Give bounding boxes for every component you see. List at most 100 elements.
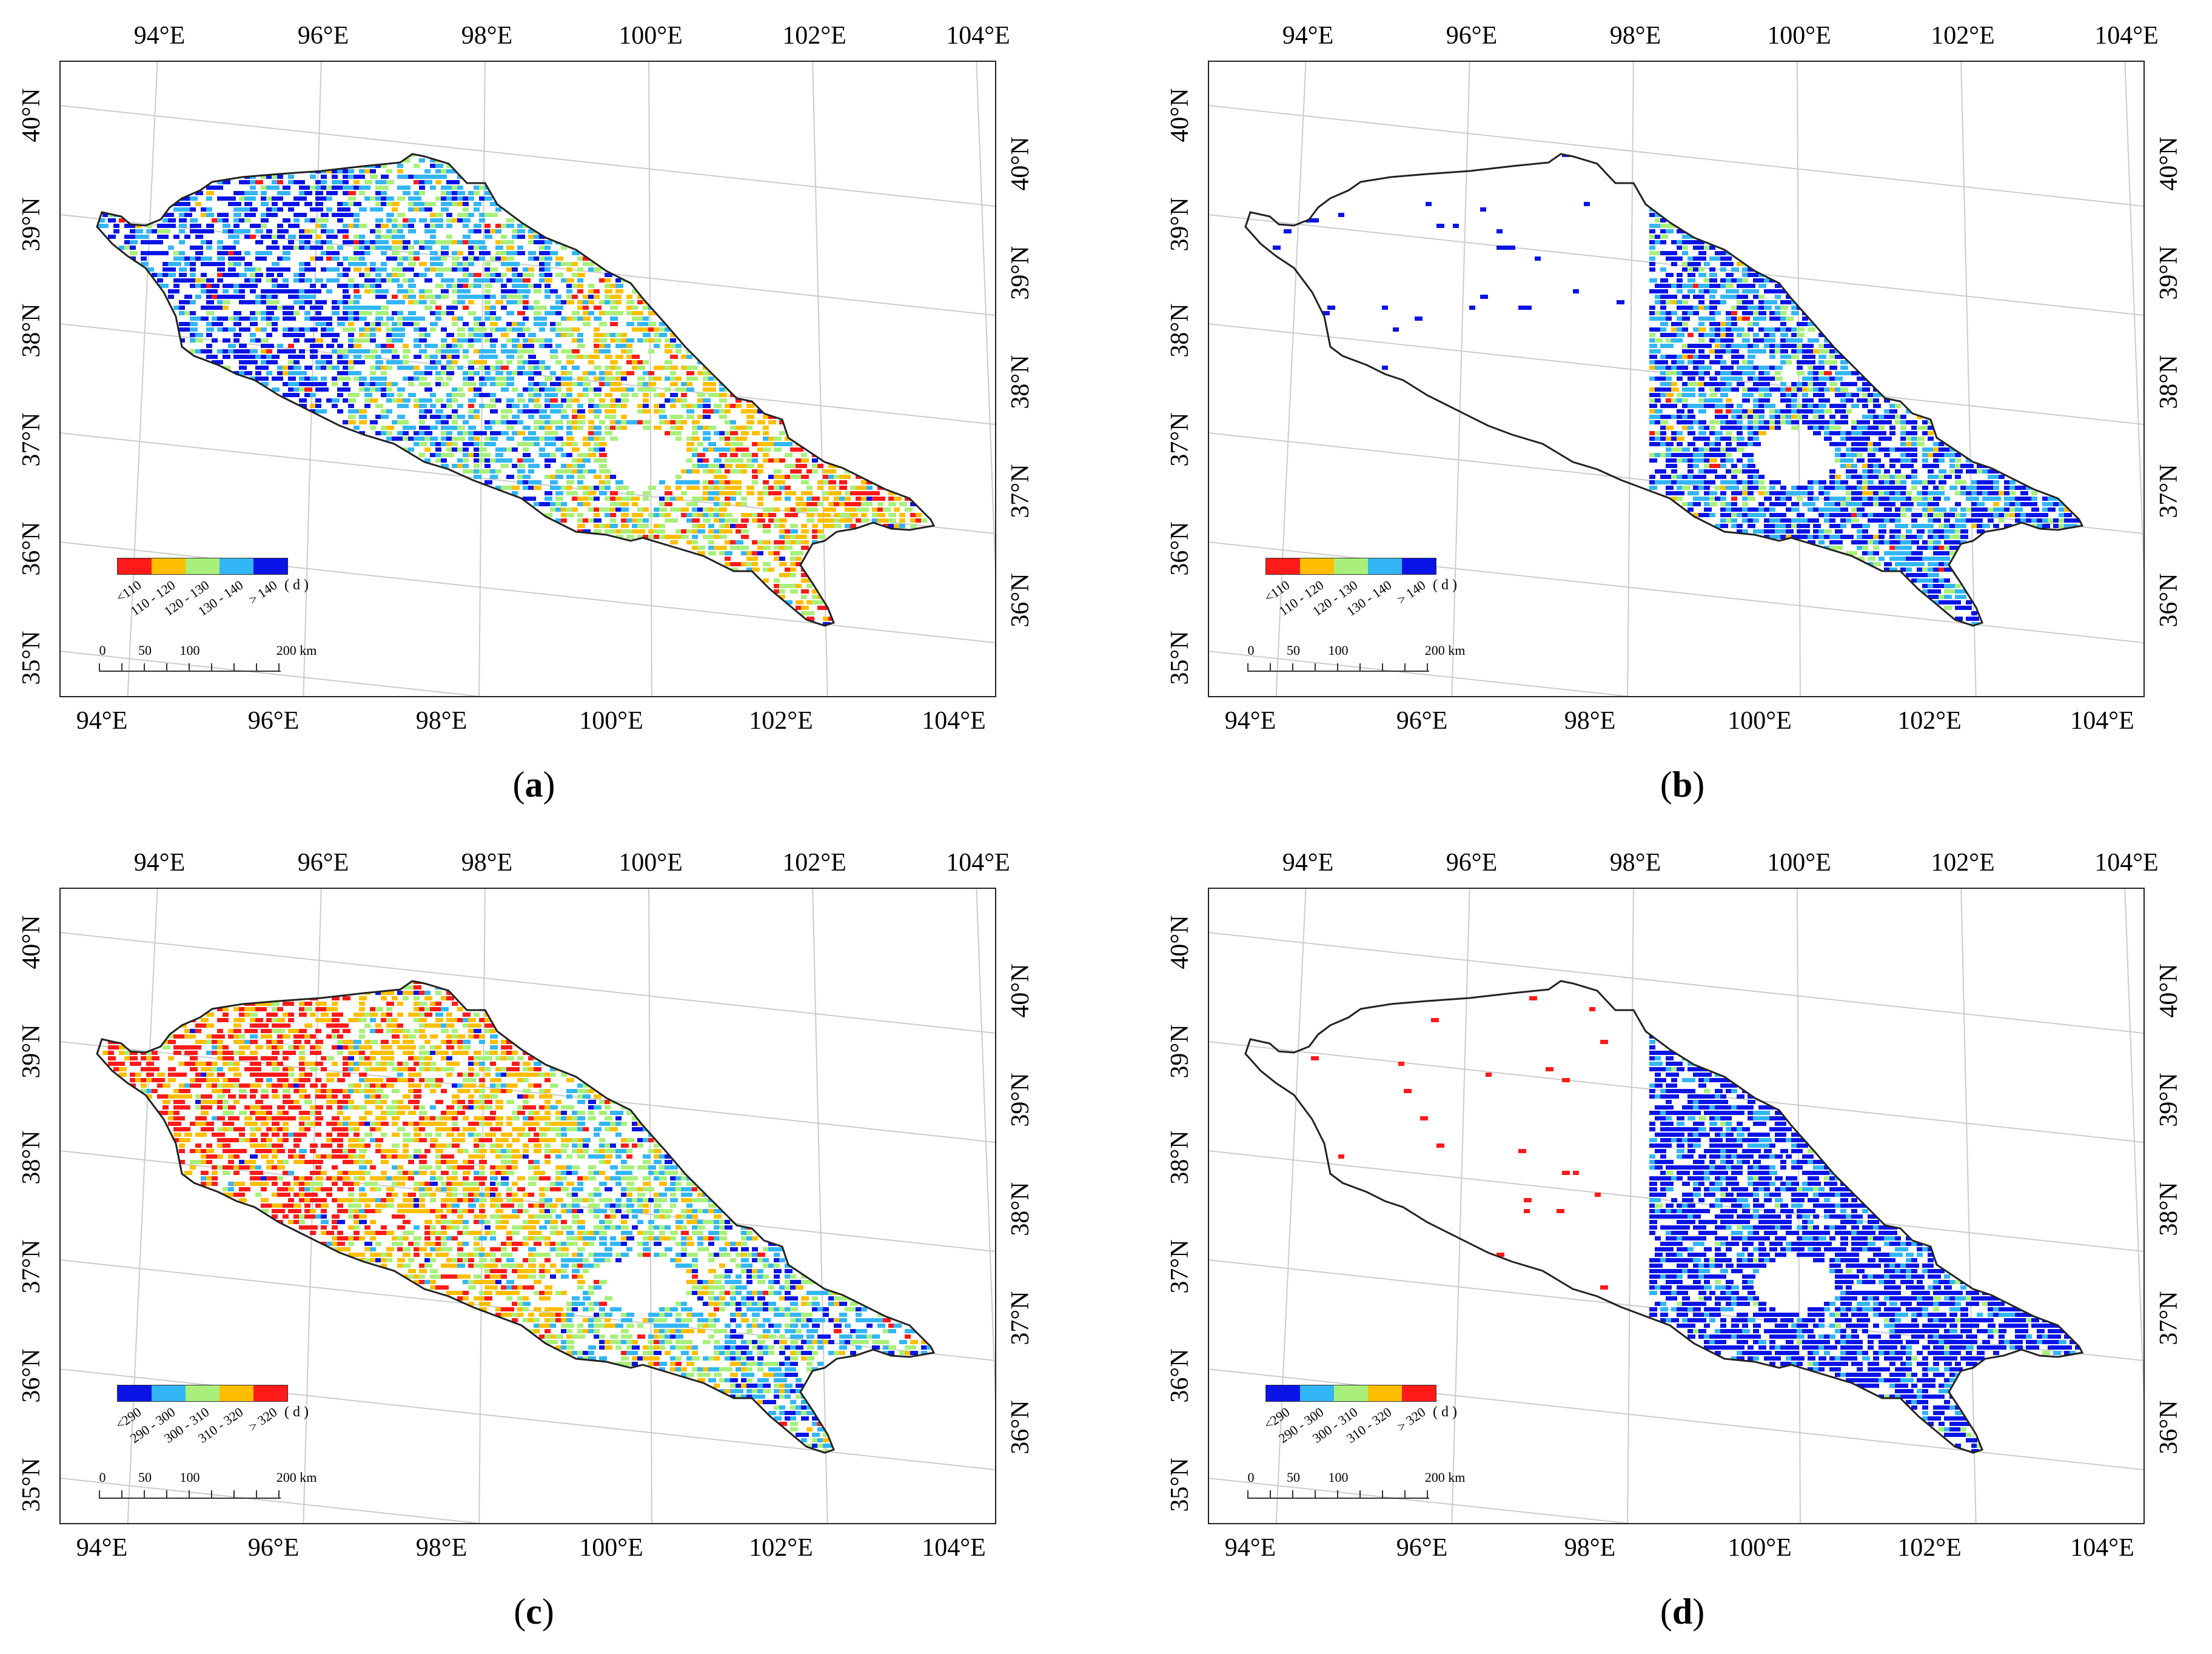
raster-cell (736, 529, 742, 534)
raster-cell (1769, 387, 1775, 392)
raster-cell (763, 562, 771, 566)
raster-cell (163, 251, 169, 255)
raster-cell (266, 322, 272, 326)
raster-cell (266, 235, 272, 239)
raster-cell (2031, 502, 2037, 506)
raster-cell (501, 284, 507, 288)
raster-cell (1709, 246, 1715, 250)
raster-cell (217, 186, 223, 190)
raster-cell (348, 322, 354, 326)
raster-cell (1884, 518, 1890, 523)
raster-cell (1480, 295, 1488, 299)
raster-cell (435, 447, 441, 452)
raster-cell (206, 306, 214, 310)
raster-cell (414, 338, 421, 343)
raster-cell (446, 224, 452, 228)
raster-cell (277, 306, 283, 310)
raster-cell (1682, 327, 1688, 332)
raster-cell (1753, 387, 1759, 392)
raster-cell (1775, 377, 1783, 381)
raster-cell (1687, 393, 1695, 397)
raster-cell (392, 355, 400, 359)
raster-cell (1660, 475, 1668, 479)
raster-cell (2059, 518, 2065, 523)
raster-cell (419, 333, 425, 337)
raster-cell (752, 458, 758, 463)
raster-cell (179, 224, 187, 228)
raster-cell (1933, 475, 1939, 479)
raster-cell (1715, 409, 1723, 414)
raster-cell (343, 213, 350, 217)
raster-cell (528, 393, 536, 397)
raster-cell (463, 262, 471, 266)
raster-cell (1791, 404, 1797, 408)
raster-cell (1769, 338, 1775, 343)
raster-cell (1851, 393, 1859, 397)
raster-cell (899, 524, 905, 528)
raster-cell (452, 256, 460, 261)
raster-cell (419, 404, 427, 408)
raster-cell (397, 316, 405, 321)
raster-cell (1698, 437, 1704, 441)
raster-cell (228, 251, 236, 255)
raster-cell (1687, 409, 1694, 414)
raster-cell (424, 278, 432, 283)
raster-cell (1677, 229, 1684, 233)
raster-cell (452, 322, 458, 326)
raster-cell (550, 251, 558, 255)
raster-cell (1993, 475, 2001, 479)
raster-cell (1677, 377, 1683, 381)
raster-cell (670, 507, 678, 512)
raster-cell (561, 377, 569, 381)
raster-cell (1884, 480, 1890, 484)
raster-cell (1682, 349, 1690, 353)
raster-cell (1327, 306, 1335, 310)
raster-cell (605, 507, 612, 512)
raster-cell (708, 524, 714, 528)
raster-cell (1928, 464, 1936, 468)
raster-cell (692, 540, 698, 544)
raster-cell (686, 442, 694, 446)
raster-cell (1944, 535, 1950, 539)
raster-cell (452, 191, 458, 195)
raster-cell (1666, 382, 1672, 386)
raster-cell (1906, 447, 1914, 452)
raster-cell (1671, 382, 1677, 386)
raster-cell (468, 240, 476, 244)
raster-cell (1682, 246, 1688, 250)
raster-cell (757, 491, 765, 495)
raster-cell (457, 333, 465, 337)
raster-cell (714, 529, 720, 534)
raster-cell (359, 175, 365, 179)
raster-cell (686, 518, 692, 523)
raster-cell (1988, 513, 1994, 517)
raster-cell (1873, 513, 1881, 517)
raster-cell (1786, 524, 1792, 528)
raster-cell (195, 284, 201, 288)
raster-cell (255, 229, 263, 233)
raster-cell (1704, 426, 1712, 430)
raster-cell (1780, 344, 1788, 348)
raster-cell (1660, 442, 1666, 446)
raster-cell (1649, 333, 1655, 337)
raster-cell (539, 415, 547, 419)
raster-cell (1649, 256, 1655, 261)
raster-cell (179, 300, 185, 304)
raster-cell (452, 306, 458, 310)
raster-cell (1797, 415, 1805, 419)
raster-cell (283, 186, 290, 190)
raster-cell (381, 240, 389, 244)
raster-cell (1928, 507, 1934, 512)
raster-cell (1791, 502, 1799, 506)
raster-cell (839, 475, 845, 479)
raster-cell (288, 202, 296, 206)
raster-cell (823, 622, 831, 626)
raster-cell (419, 349, 427, 353)
raster-cell (1715, 431, 1723, 435)
raster-cell (430, 256, 436, 261)
raster-cell (1851, 518, 1859, 523)
raster-cell (452, 420, 458, 424)
raster-cell (495, 251, 501, 255)
raster-cell (545, 502, 551, 506)
raster-cell (354, 251, 360, 255)
